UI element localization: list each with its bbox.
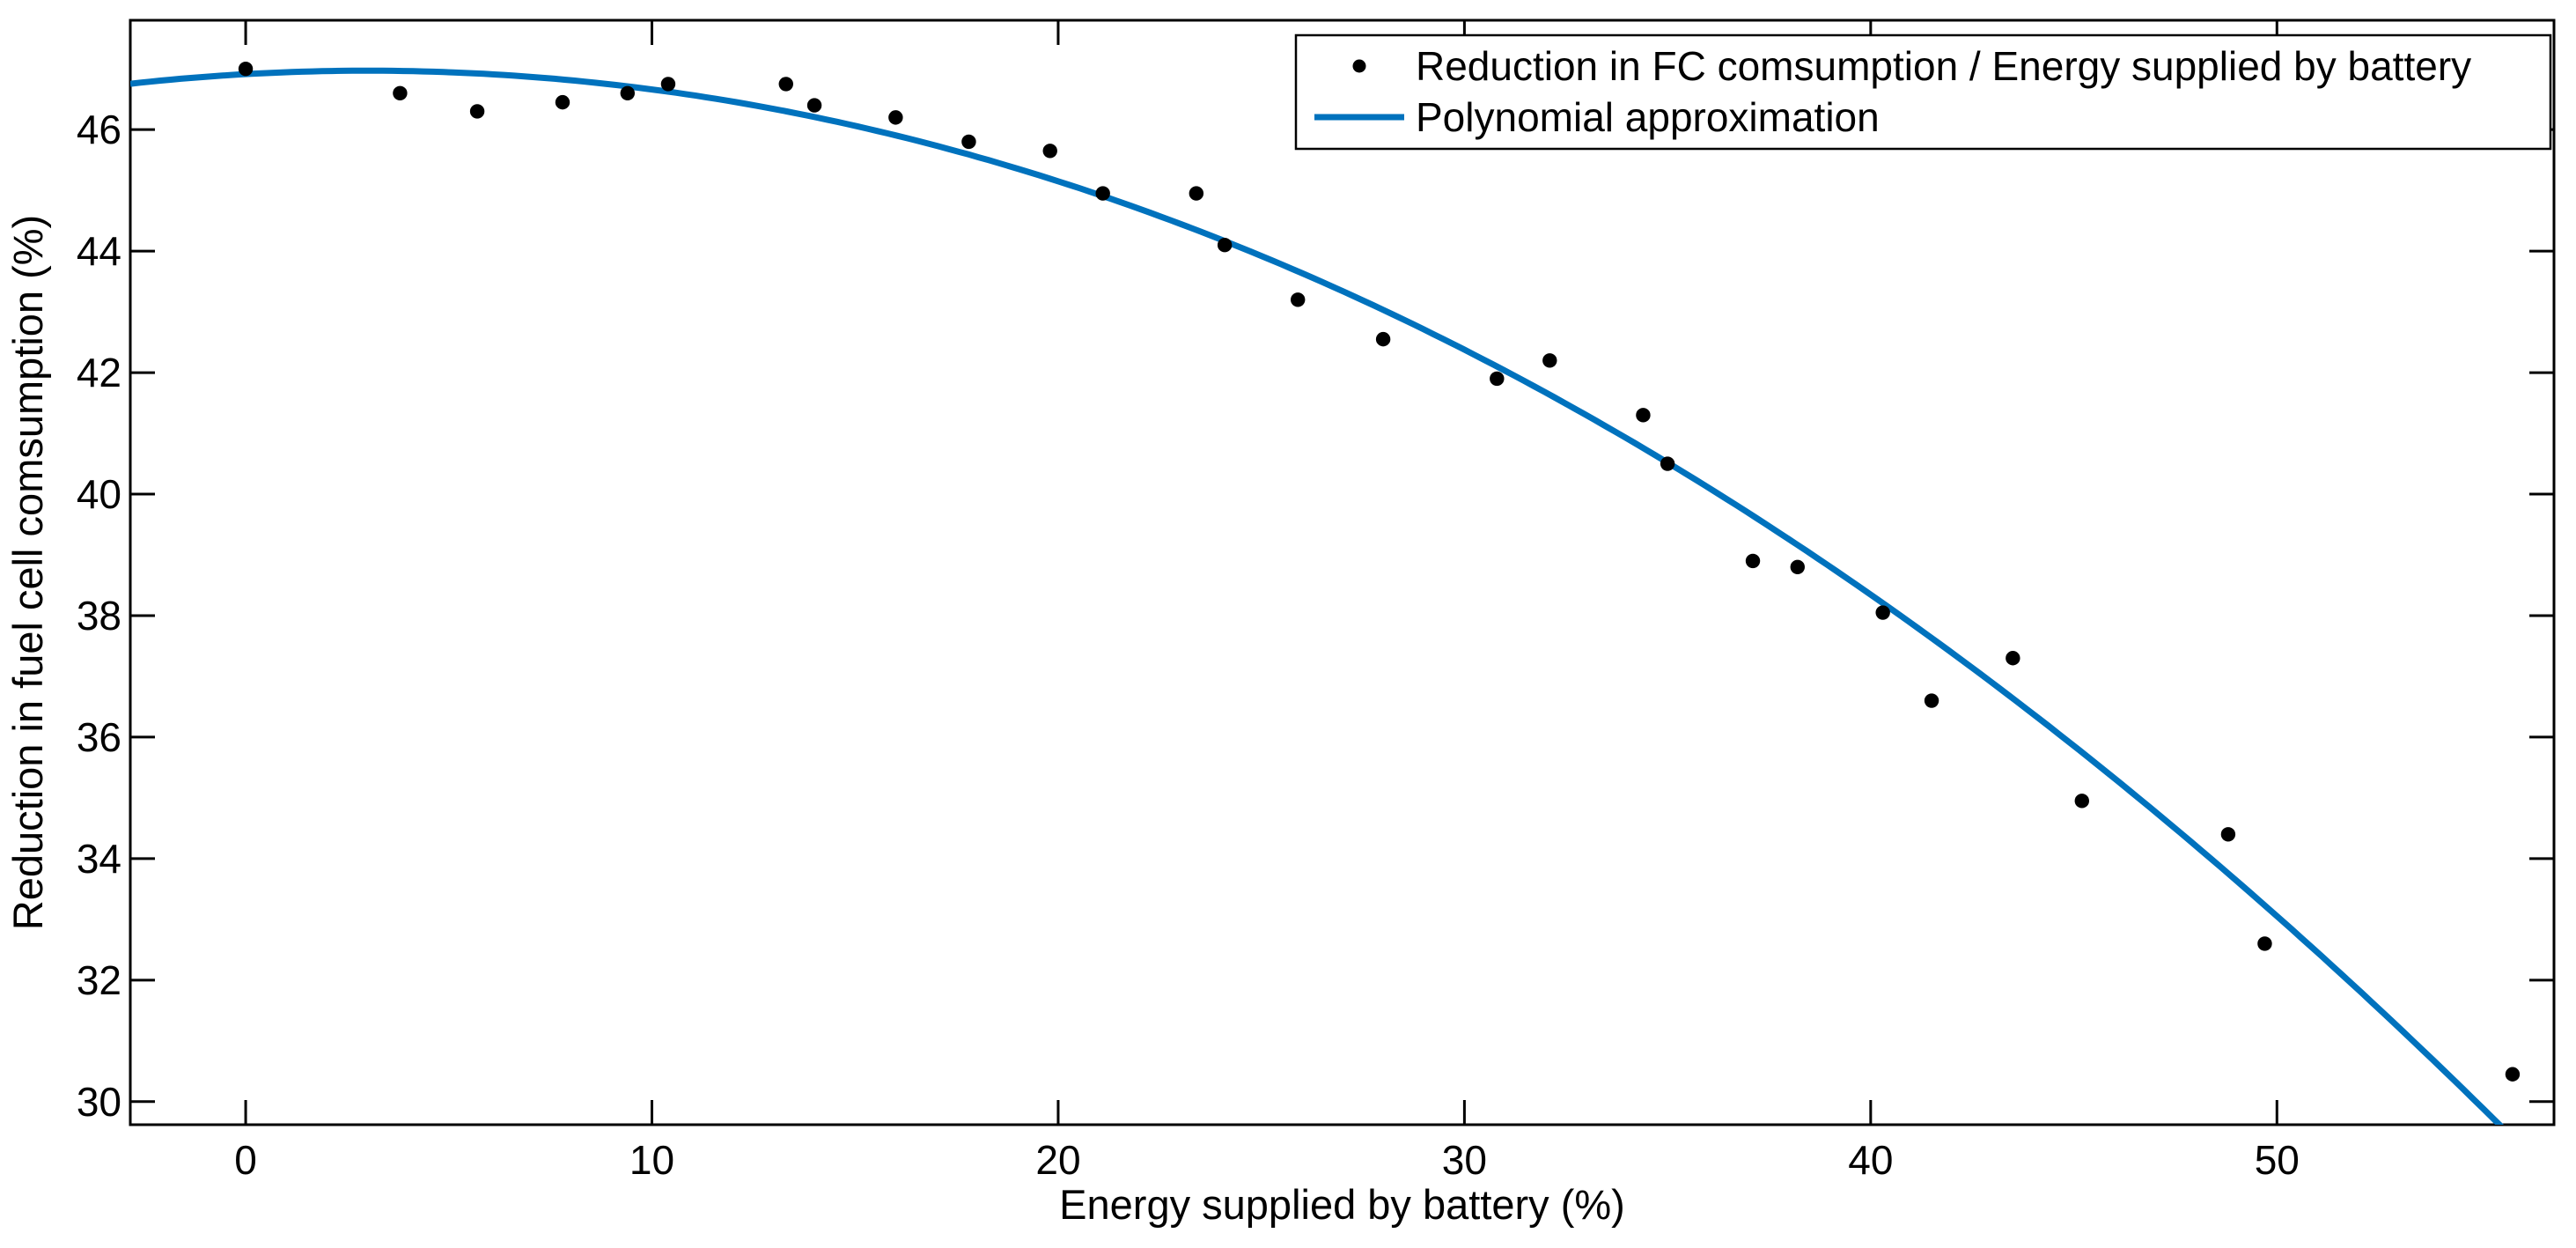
x-axis: 0 10 20 30 40 50	[234, 20, 2300, 1183]
scatter-point	[888, 110, 903, 125]
scatter-point	[555, 94, 570, 110]
y-tick-label: 42	[77, 350, 121, 395]
legend-dot-marker-icon	[1352, 59, 1366, 73]
scatter-point	[1745, 553, 1761, 569]
scatter-point	[1095, 186, 1110, 201]
scatter-point	[2220, 827, 2236, 842]
legend: Reduction in FC comsumption / Energy sup…	[1294, 33, 2552, 151]
scatter-point	[1542, 353, 1557, 368]
y-tick-label: 36	[77, 714, 121, 760]
y-axis: 30 32 34 36 38 40 42 44 46	[77, 107, 2554, 1125]
scatter-point	[1660, 456, 1675, 471]
y-tick-label: 40	[77, 471, 121, 517]
x-tick-label: 0	[234, 1137, 257, 1183]
scatter-point	[620, 85, 636, 100]
plot-border	[129, 18, 2556, 1126]
y-tick-label: 32	[77, 957, 121, 1003]
legend-box	[1294, 33, 2552, 151]
legend-label-scatter: Reduction in FC comsumption / Energy sup…	[1416, 43, 2471, 89]
x-tick-label: 50	[2255, 1137, 2300, 1183]
scatter-point	[1217, 238, 1233, 253]
scatter-point	[778, 77, 793, 92]
scatter-point	[2505, 1067, 2521, 1082]
y-tick-label: 30	[77, 1079, 121, 1125]
scatter-point	[1924, 693, 1939, 708]
scatter-point	[1291, 292, 1306, 307]
y-tick-label: 44	[77, 228, 121, 274]
scatter-point	[2257, 936, 2272, 951]
x-tick-label: 10	[629, 1137, 674, 1183]
x-tick-label: 40	[1848, 1137, 1893, 1183]
scatter-point	[2074, 794, 2089, 809]
scatter-point	[1189, 186, 1204, 201]
scatter-point	[806, 98, 822, 113]
scatter-point	[1042, 144, 1057, 159]
scatter-point	[1375, 331, 1391, 347]
scatter-point	[393, 85, 408, 100]
scatter-point	[660, 77, 676, 92]
scatter-point	[1790, 559, 1805, 574]
fit-curve-line	[130, 67, 2505, 1125]
y-tick-label: 38	[77, 593, 121, 639]
scatter-point	[1490, 371, 1505, 387]
x-tick-label: 20	[1035, 1137, 1080, 1183]
scatter-point	[1875, 605, 1890, 620]
scatter-point	[469, 104, 485, 119]
y-tick-label: 34	[77, 836, 121, 882]
scatter-point	[2006, 651, 2020, 666]
x-axis-label: Energy supplied by battery (%)	[1059, 1181, 1625, 1228]
y-axis-label: Reduction in fuel cell comsumption (%)	[4, 215, 51, 930]
x-tick-label: 30	[1442, 1137, 1487, 1183]
scatter-point	[238, 61, 254, 77]
y-tick-label: 46	[77, 107, 121, 152]
scatter-series	[238, 61, 2521, 1082]
legend-label-polynomial: Polynomial approximation	[1416, 94, 1880, 140]
scatter-point	[1636, 408, 1651, 423]
scatter-point	[961, 134, 976, 150]
